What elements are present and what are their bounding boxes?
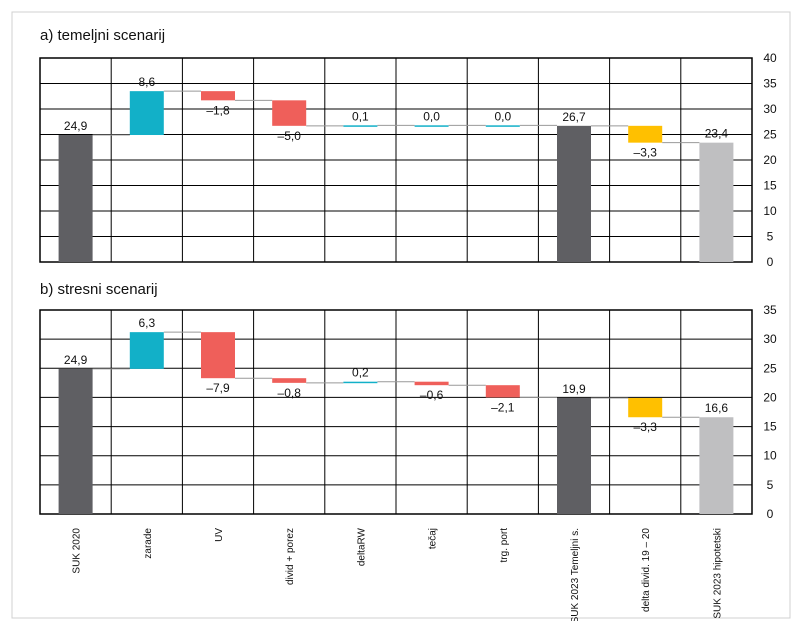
y-tick-label: 0 <box>767 255 774 269</box>
y-tick-label: 20 <box>763 153 777 167</box>
bar <box>485 385 520 398</box>
bar <box>485 125 520 127</box>
bar <box>699 142 734 262</box>
value-label: –1,8 <box>206 103 230 117</box>
x-tick-label: tečaj <box>428 528 439 549</box>
panel-title: a) temeljni scenarij <box>40 27 165 44</box>
value-label: –5,0 <box>278 129 302 143</box>
bar <box>557 398 591 514</box>
x-tick-label: trg. port <box>499 528 510 563</box>
frame <box>11 11 791 619</box>
value-label: –0,6 <box>420 388 444 402</box>
value-label: –3,3 <box>634 420 658 434</box>
value-label: 16,6 <box>705 401 729 415</box>
y-tick-label: 35 <box>763 77 777 91</box>
plot-border <box>39 309 753 515</box>
panel-title: b) stresni scenarij <box>40 281 158 298</box>
y-tick-label: 0 <box>767 507 774 521</box>
bar <box>129 332 164 369</box>
x-tick-label: SUK 2020 <box>72 528 83 574</box>
value-label: 23,4 <box>705 127 729 141</box>
value-label: –7,9 <box>206 381 230 395</box>
bar <box>343 125 378 127</box>
plot-border <box>39 57 753 263</box>
bar <box>414 381 449 386</box>
bar <box>699 417 734 514</box>
y-tick-label: 40 <box>763 51 777 65</box>
value-label: 24,9 <box>64 119 88 133</box>
x-tick-label: SUK 2023 hipotetski <box>712 528 723 619</box>
x-tick-label: delta divid. 19 – 20 <box>641 528 652 612</box>
x-tick-label: SUK 2023 Temeljni s. <box>570 528 581 621</box>
bar <box>201 91 235 101</box>
value-label: 24,9 <box>64 353 88 367</box>
bar <box>201 332 235 379</box>
value-label: 6,3 <box>138 316 155 330</box>
value-label: –0,8 <box>278 386 302 400</box>
bar <box>272 378 307 383</box>
value-label: 0,2 <box>352 366 369 380</box>
x-tick-label: divid + porez <box>285 528 296 585</box>
bar <box>628 125 663 143</box>
value-label: 19,9 <box>562 382 586 396</box>
value-label: 0,0 <box>494 109 511 123</box>
bar <box>557 125 591 262</box>
value-label: –2,1 <box>491 400 515 414</box>
y-tick-label: 5 <box>767 230 774 244</box>
y-tick-label: 10 <box>763 449 777 463</box>
bar <box>58 135 93 262</box>
bar <box>414 125 449 127</box>
x-tick-label: deltaRW <box>356 527 367 566</box>
y-tick-label: 30 <box>763 332 777 346</box>
x-tick-label: zarade <box>143 528 154 559</box>
value-label: –3,3 <box>634 146 658 160</box>
bar <box>272 100 307 126</box>
y-tick-label: 25 <box>763 361 777 375</box>
bar <box>58 368 93 514</box>
value-label: 26,7 <box>562 110 586 124</box>
y-tick-label: 30 <box>763 102 777 116</box>
y-tick-label: 20 <box>763 390 777 404</box>
bar <box>343 381 378 384</box>
bar <box>129 91 164 136</box>
y-tick-label: 5 <box>767 478 774 492</box>
y-tick-label: 15 <box>763 179 777 193</box>
value-label: 8,6 <box>138 75 155 89</box>
value-label: 0,0 <box>423 109 440 123</box>
bar <box>628 398 663 418</box>
x-tick-label: UV <box>214 528 225 542</box>
value-label: 0,1 <box>352 109 369 123</box>
y-tick-label: 25 <box>763 128 777 142</box>
y-tick-label: 10 <box>763 204 777 218</box>
y-tick-label: 35 <box>763 303 777 317</box>
y-tick-label: 15 <box>763 420 777 434</box>
